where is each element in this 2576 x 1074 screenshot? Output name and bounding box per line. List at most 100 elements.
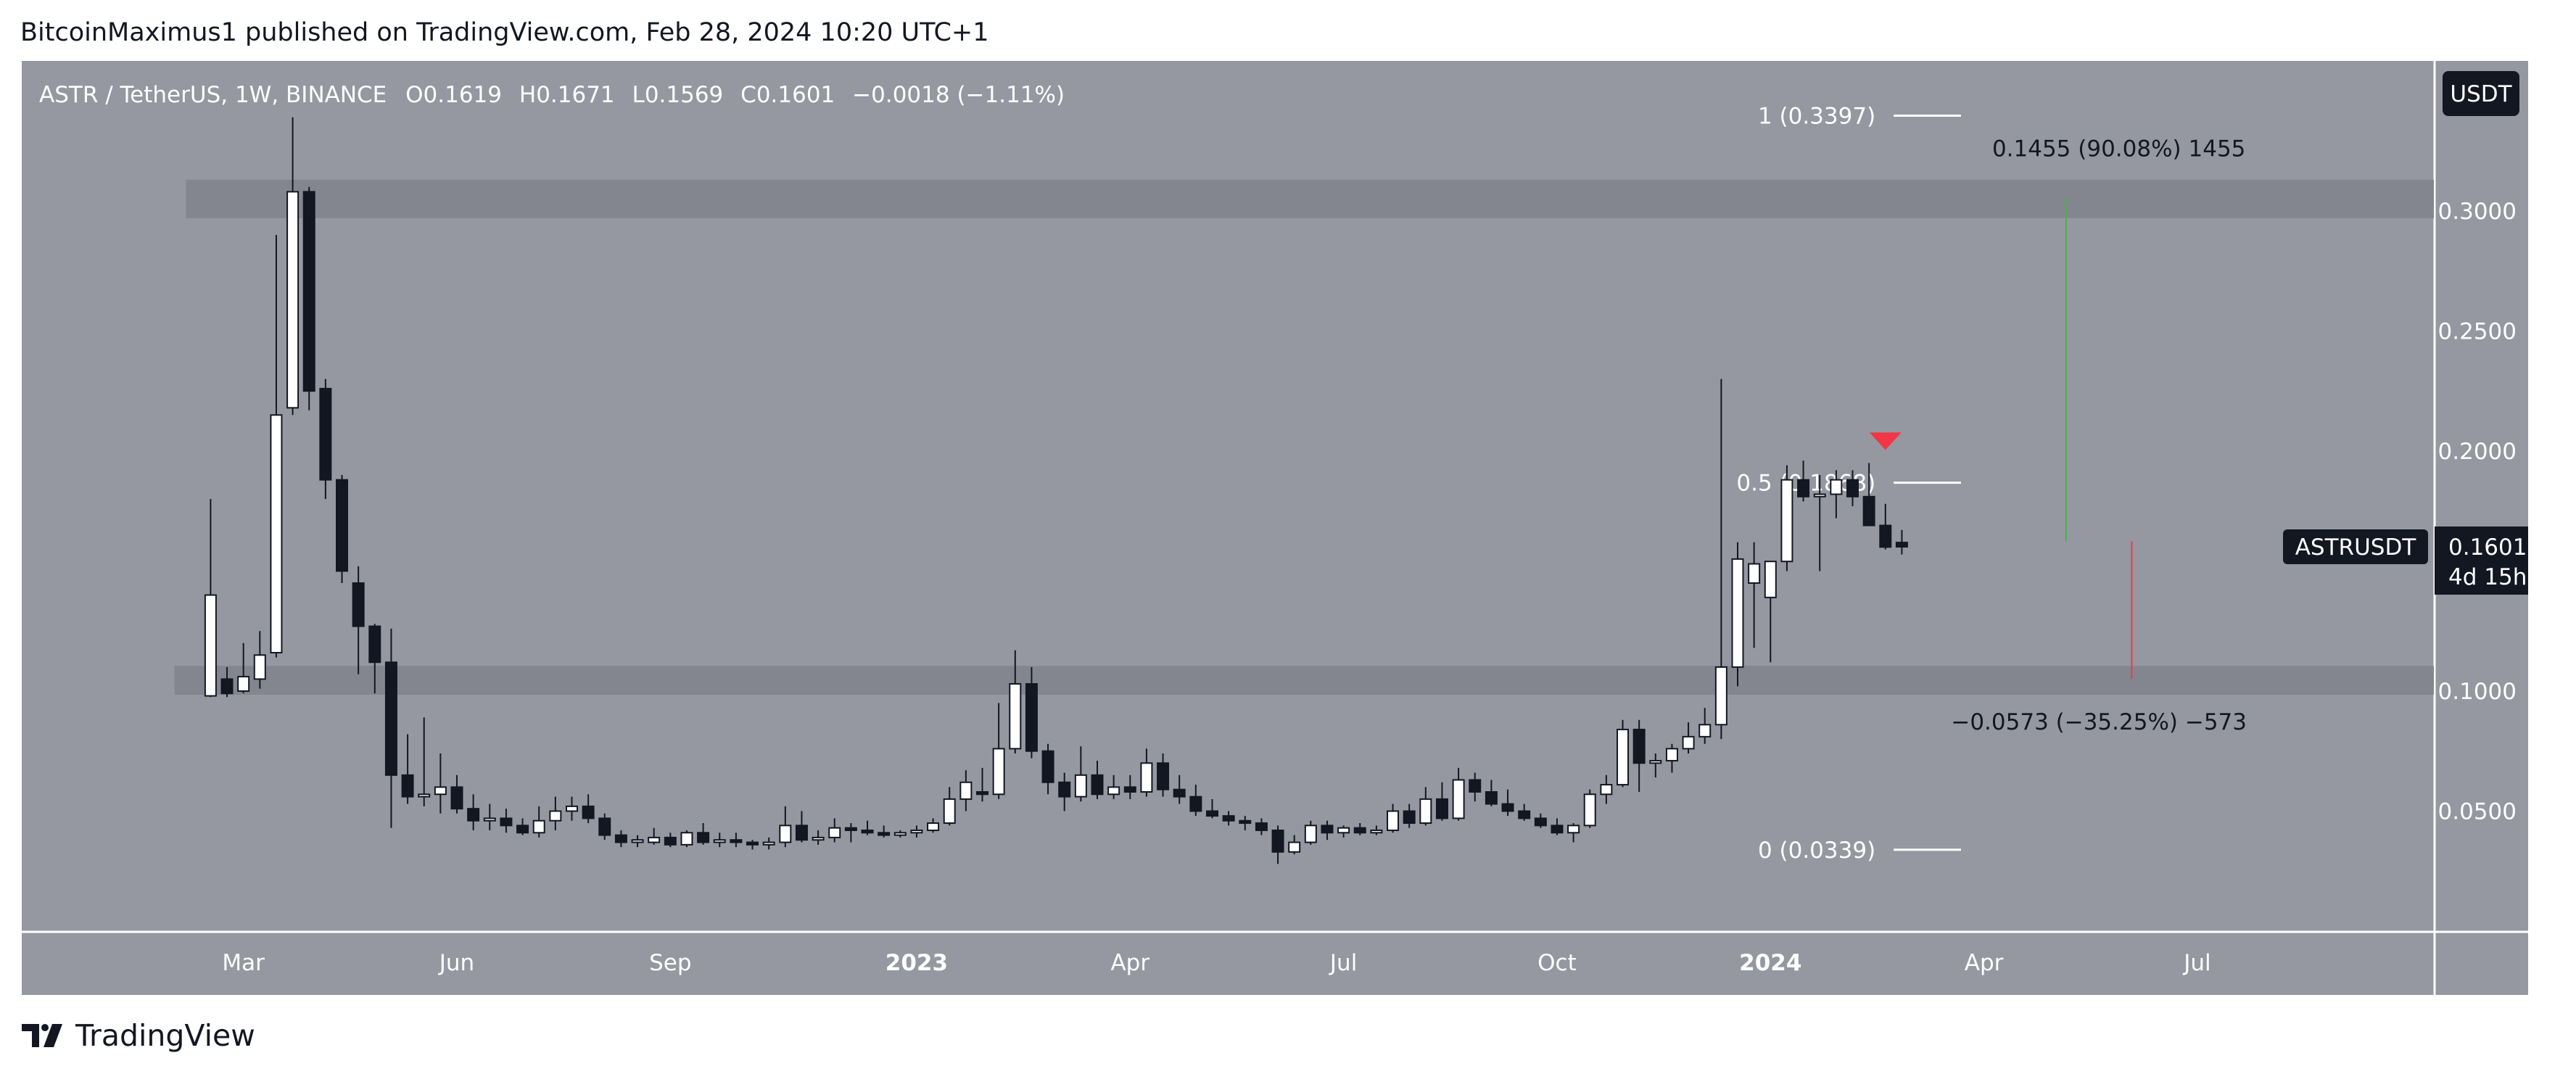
candle-bearish[interactable] — [1189, 785, 1202, 817]
candle-bullish[interactable] — [1830, 470, 1843, 519]
candle-bullish[interactable] — [648, 827, 661, 845]
candle-bullish[interactable] — [1682, 722, 1695, 754]
candle-bearish[interactable] — [352, 566, 365, 674]
candle-bearish[interactable] — [220, 666, 234, 698]
candle-bearish[interactable] — [1321, 820, 1334, 840]
candle-bearish[interactable] — [664, 833, 677, 848]
candle-bullish[interactable] — [418, 717, 431, 806]
candle-bullish[interactable] — [1600, 774, 1613, 804]
candle-bullish[interactable] — [992, 703, 1005, 799]
chart-frame[interactable]: 0.1455 (90.08%) 1455 −0.0573 (−35.25%) −5… — [22, 61, 2528, 995]
candle-bearish[interactable] — [1157, 753, 1170, 797]
candle-bearish[interactable] — [1271, 825, 1284, 864]
candle-bearish[interactable] — [1058, 772, 1071, 811]
candle-bearish[interactable] — [582, 794, 595, 824]
candle-bearish[interactable] — [1222, 811, 1235, 826]
candle-bearish[interactable] — [1255, 818, 1268, 835]
candle-bearish[interactable] — [861, 820, 874, 835]
candle-bullish[interactable] — [204, 499, 217, 698]
candle-bullish[interactable] — [483, 804, 496, 830]
candle-bearish[interactable] — [1239, 816, 1252, 830]
candle-bullish[interactable] — [1698, 708, 1712, 744]
candle-bearish[interactable] — [697, 823, 710, 845]
candle-bearish[interactable] — [1353, 823, 1366, 835]
candle-bullish[interactable] — [1813, 475, 1826, 571]
candle-bullish[interactable] — [927, 818, 940, 833]
candle-bullish[interactable] — [1074, 746, 1087, 802]
candle-bullish[interactable] — [434, 753, 447, 814]
candle-bullish[interactable] — [910, 825, 923, 838]
candle-bearish[interactable] — [1501, 789, 1514, 817]
candle-bearish[interactable] — [500, 809, 513, 833]
candle-bullish[interactable] — [1419, 787, 1432, 826]
candle-bullish[interactable] — [1714, 379, 1727, 740]
candle-bullish[interactable] — [1731, 542, 1744, 687]
candle-bearish[interactable] — [336, 475, 349, 583]
candle-bearish[interactable] — [1173, 774, 1186, 804]
candle-bearish[interactable] — [795, 811, 808, 843]
candle-bearish[interactable] — [878, 825, 891, 838]
candle-bullish[interactable] — [762, 837, 775, 850]
candle-bullish[interactable] — [565, 796, 578, 821]
candle-bullish[interactable] — [1665, 743, 1678, 773]
candle-bearish[interactable] — [319, 379, 332, 500]
candle-bullish[interactable] — [1748, 542, 1761, 648]
candle-bullish[interactable] — [1780, 465, 1793, 571]
currency-button-label[interactable]: USDT — [2450, 81, 2512, 107]
candle-bearish[interactable] — [516, 818, 529, 835]
candle-bullish[interactable] — [1337, 825, 1350, 838]
candle-bearish[interactable] — [1534, 813, 1547, 828]
candle-bullish[interactable] — [713, 833, 726, 848]
candle-bullish[interactable] — [253, 631, 266, 689]
candle-bullish[interactable] — [680, 830, 693, 848]
candle-bearish[interactable] — [1435, 782, 1448, 821]
candle-bearish[interactable] — [976, 767, 989, 802]
candle-bearish[interactable] — [1403, 804, 1416, 828]
candle-bearish[interactable] — [1025, 666, 1038, 759]
candle-bearish[interactable] — [844, 823, 857, 843]
candle-bearish[interactable] — [1632, 719, 1646, 792]
candle-bearish[interactable] — [746, 840, 759, 850]
candle-bearish[interactable] — [614, 830, 627, 848]
candle-bearish[interactable] — [1091, 760, 1104, 799]
candle-bearish[interactable] — [1469, 772, 1482, 802]
candle-bullish[interactable] — [828, 818, 841, 843]
candle-bullish[interactable] — [532, 806, 545, 838]
candle-bullish[interactable] — [1764, 561, 1777, 663]
candle-bearish[interactable] — [1879, 503, 1892, 550]
currency-button-bg[interactable] — [2443, 71, 2519, 116]
candle-bullish[interactable] — [812, 830, 825, 845]
candle-bearish[interactable] — [1485, 780, 1498, 806]
candle-bullish[interactable] — [1567, 823, 1580, 843]
candle-bearish[interactable] — [1518, 804, 1531, 821]
candle-bullish[interactable] — [943, 787, 956, 826]
time-axis-background[interactable] — [22, 931, 2528, 995]
candle-bearish[interactable] — [467, 794, 480, 830]
price-axis-background[interactable] — [2434, 61, 2528, 931]
tradingview-logo[interactable]: TradingView — [22, 1015, 255, 1056]
candle-bullish[interactable] — [549, 796, 562, 830]
candle-bearish[interactable] — [368, 624, 381, 694]
candle-bullish[interactable] — [1288, 835, 1301, 855]
candle-bullish[interactable] — [1009, 650, 1022, 754]
candle-bullish[interactable] — [1617, 719, 1630, 788]
candle-bullish[interactable] — [1387, 804, 1400, 833]
candle-bearish[interactable] — [1551, 818, 1564, 835]
candle-bullish[interactable] — [959, 770, 973, 811]
candle-bullish[interactable] — [1649, 753, 1662, 778]
candlestick-chart[interactable]: 0.1455 (90.08%) 1455 −0.0573 (−35.25%) −5… — [22, 61, 2528, 995]
candle-bearish[interactable] — [730, 833, 743, 848]
candle-bearish[interactable] — [1797, 460, 1810, 502]
candle-bullish[interactable] — [286, 117, 300, 416]
candle-bullish[interactable] — [1583, 789, 1596, 828]
candle-bearish[interactable] — [450, 774, 463, 814]
candle-bearish[interactable] — [401, 734, 414, 804]
candle-bullish[interactable] — [1107, 774, 1120, 799]
candle-bullish[interactable] — [1370, 825, 1383, 835]
candle-bullish[interactable] — [1452, 767, 1465, 821]
currency-button[interactable]: USDT — [2443, 71, 2519, 116]
candle-bearish[interactable] — [1205, 798, 1218, 819]
candle-bullish[interactable] — [1140, 748, 1153, 797]
candle-bearish[interactable] — [1123, 774, 1136, 799]
candle-bullish[interactable] — [237, 643, 250, 694]
